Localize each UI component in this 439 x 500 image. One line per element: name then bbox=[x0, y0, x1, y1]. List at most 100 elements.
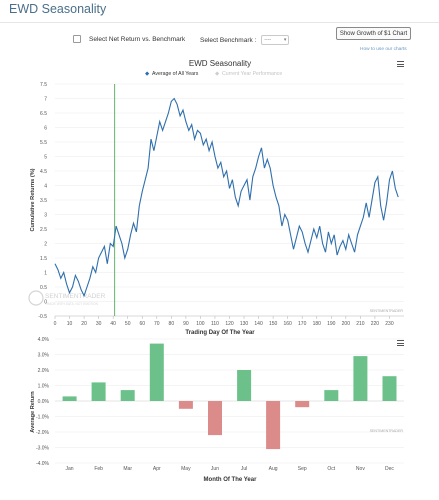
y-tick-label: 3.5 bbox=[40, 198, 47, 204]
legend-item-current[interactable]: Current Year Performance bbox=[222, 71, 282, 77]
x-tick-label: 30 bbox=[96, 321, 102, 327]
y-tick-label: 1.0% bbox=[38, 383, 50, 389]
x-tick-label: 130 bbox=[240, 321, 249, 327]
y-tick-label: 0.5 bbox=[40, 285, 47, 291]
y-tick-label: 3.0% bbox=[38, 352, 50, 358]
x-tick-label: 40 bbox=[110, 321, 116, 327]
x-tick-label: 100 bbox=[196, 321, 205, 327]
line-chart-x-ticks: 0 10 20 30 40 50 60 70 80 90 100 110 120 130 140 150 160… bbox=[54, 316, 394, 327]
y-tick-label: 6.5 bbox=[40, 111, 47, 117]
x-tick-label: 190 bbox=[327, 321, 336, 327]
bar-chart-menu-icon[interactable] bbox=[397, 340, 404, 346]
x-tick-label: 200 bbox=[342, 321, 351, 327]
y-tick-label: -3.0% bbox=[36, 445, 50, 451]
y-tick-label: 0.0% bbox=[38, 399, 50, 405]
x-tick-label: 160 bbox=[283, 321, 292, 327]
x-tick-label: 70 bbox=[154, 321, 160, 327]
y-tick-label: 4.0% bbox=[38, 337, 50, 343]
average-series-line bbox=[54, 97, 399, 298]
x-tick-label: 50 bbox=[125, 321, 131, 327]
y-tick-label: -1.0% bbox=[36, 414, 50, 420]
x-tick-label: 60 bbox=[139, 321, 145, 327]
line-chart-x-axis-label: Trading Day Of The Year bbox=[185, 330, 255, 336]
legend-marker-avg: ◆ bbox=[145, 71, 150, 77]
y-tick-label: -0.5 bbox=[38, 314, 47, 320]
line-chart: EWD Seasonality ◆ Average of All Years ◆… bbox=[28, 59, 404, 336]
watermark-text: SENTIMENTRADER bbox=[45, 293, 106, 300]
benchmark-selector: Select Benchmark : ---- ▾ bbox=[200, 35, 290, 45]
x-tick-label: May bbox=[181, 466, 191, 472]
y-tick-label: 2.0% bbox=[38, 368, 50, 374]
x-tick-label: 80 bbox=[169, 321, 175, 327]
bar-jul bbox=[237, 370, 252, 401]
x-tick-label: 230 bbox=[385, 321, 394, 327]
x-tick-label: Apr bbox=[153, 466, 161, 472]
bar-chart-grid bbox=[55, 338, 404, 464]
page-title: EWD Seasonality bbox=[9, 2, 107, 16]
bar-oct bbox=[324, 390, 339, 401]
x-tick-label: 150 bbox=[269, 321, 278, 327]
bar-sep bbox=[295, 401, 310, 408]
bar-nov bbox=[353, 356, 368, 401]
chevron-down-icon: ▾ bbox=[283, 37, 287, 43]
x-tick-label: Sep bbox=[298, 466, 307, 472]
watermark-subtext: TRADE WITH DATA, NOT EMOTION bbox=[45, 302, 99, 306]
y-tick-label: 5 bbox=[44, 154, 47, 160]
bar-chart-credit: SENTIMENTRADER bbox=[370, 429, 404, 433]
x-tick-label: Jun bbox=[211, 466, 219, 472]
bar-jan bbox=[62, 396, 77, 401]
bar-feb bbox=[91, 382, 106, 401]
x-tick-label: 90 bbox=[183, 321, 189, 327]
bar-apr bbox=[149, 343, 164, 401]
bar-chart-x-axis-label: Month Of The Year bbox=[204, 477, 258, 483]
bar-chart-y-ticks: 4.0% 3.0% 2.0% 1.0% 0.0% -1.0% -2.0% -3.0% -4.0% bbox=[36, 337, 50, 467]
y-tick-label: 7 bbox=[44, 96, 47, 102]
line-chart-y-ticks: 7.5 7 6.5 6 5.5 5 4.5 4 3.5 3 2.5 2 1.5 1 0.5 0 -0.5 bbox=[38, 82, 47, 320]
x-tick-label: Aug bbox=[269, 466, 278, 472]
line-chart-title: EWD Seasonality bbox=[189, 59, 251, 68]
y-tick-label: 4 bbox=[44, 183, 47, 189]
net-return-label: Select Net Return vs. Benchmark bbox=[89, 35, 186, 43]
how-to-use-link[interactable]: How to use our charts bbox=[360, 47, 407, 52]
x-tick-label: Dec bbox=[385, 466, 394, 472]
bar-chart-x-ticks: Jan Feb Mar Apr May Jun Jul Aug Sep Oct Nov Dec bbox=[66, 466, 395, 472]
x-tick-label: 210 bbox=[356, 321, 365, 327]
header-divider bbox=[0, 22, 439, 23]
legend-item-average[interactable]: Average of All Years bbox=[152, 71, 199, 77]
y-tick-label: 0 bbox=[44, 299, 47, 305]
line-chart-y-axis-label: Cumulative Returns (%) bbox=[30, 168, 36, 231]
net-return-checkbox[interactable] bbox=[73, 35, 81, 43]
x-tick-label: 170 bbox=[298, 321, 307, 327]
x-tick-label: 10 bbox=[67, 321, 73, 327]
growth-chart-button[interactable]: Show Growth of $1 Chart bbox=[336, 27, 411, 40]
y-tick-label: 5.5 bbox=[40, 140, 47, 146]
net-return-option[interactable]: Select Net Return vs. Benchmark bbox=[73, 35, 185, 43]
x-tick-label: Jul bbox=[241, 466, 247, 472]
x-tick-label: 20 bbox=[81, 321, 87, 327]
x-tick-label: Oct bbox=[327, 466, 335, 472]
x-tick-label: Mar bbox=[123, 466, 132, 472]
line-chart-credit: SENTIMENTRADER bbox=[370, 309, 404, 313]
bar-aug bbox=[266, 401, 281, 450]
y-tick-label: 4.5 bbox=[40, 169, 47, 175]
y-tick-label: 6 bbox=[44, 125, 47, 131]
benchmark-select-value: ---- bbox=[264, 37, 272, 43]
y-tick-label: -2.0% bbox=[36, 430, 50, 436]
x-tick-label: 180 bbox=[313, 321, 322, 327]
bar-chart-y-axis-label: Average Return bbox=[30, 391, 36, 433]
x-tick-label: 220 bbox=[371, 321, 380, 327]
x-tick-label: Feb bbox=[94, 466, 103, 472]
bar-chart-bars bbox=[62, 343, 397, 450]
benchmark-label: Select Benchmark : bbox=[200, 36, 257, 44]
benchmark-select[interactable]: ---- ▾ bbox=[261, 35, 290, 45]
x-tick-label: 140 bbox=[254, 321, 263, 327]
line-chart-menu-icon[interactable] bbox=[397, 61, 404, 67]
y-tick-label: 3 bbox=[44, 212, 47, 218]
x-tick-label: 0 bbox=[54, 321, 57, 327]
line-chart-legend: ◆ Average of All Years ◆ Current Year Pe… bbox=[145, 71, 282, 77]
bar-mar bbox=[120, 390, 135, 401]
bar-may bbox=[178, 401, 193, 409]
bar-jun bbox=[208, 401, 222, 436]
y-tick-label: 1 bbox=[44, 270, 47, 276]
